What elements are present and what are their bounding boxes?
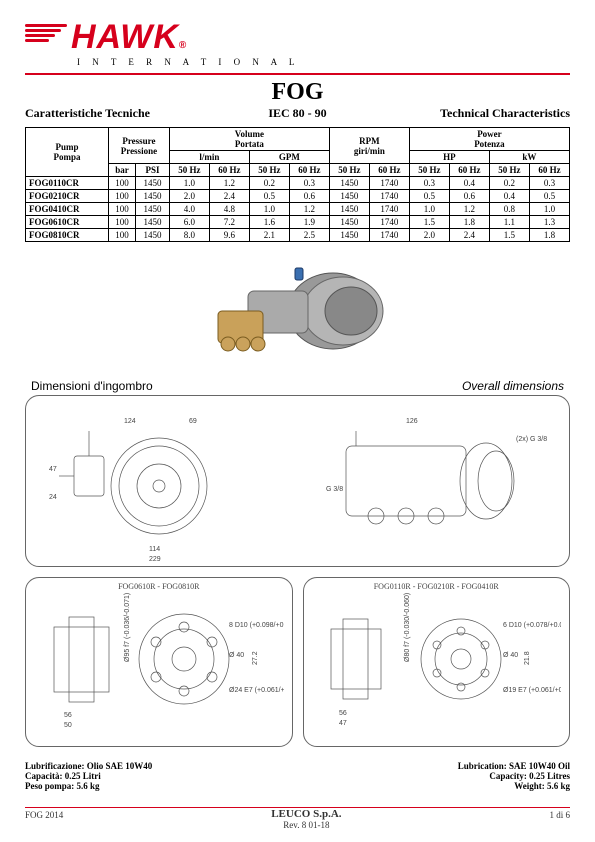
svg-text:G 3/8: G 3/8 xyxy=(326,486,343,493)
table-row: FOG0410CR10014504.04.81.01.2145017401.01… xyxy=(26,203,570,216)
th-pump: Pump Pompa xyxy=(26,128,109,177)
svg-text:126: 126 xyxy=(406,418,418,425)
title-sub: IEC 80 - 90 xyxy=(205,106,390,121)
bottom-notes: Lubrificazione: Olio SAE 10W40 Capacità:… xyxy=(25,761,570,791)
svg-text:27.2: 27.2 xyxy=(252,651,259,665)
divider xyxy=(25,73,570,75)
th-power: Power Potenza xyxy=(409,128,569,151)
svg-text:8 D10 (+0.098/+0.040): 8 D10 (+0.098/+0.040) xyxy=(229,622,284,629)
svg-text:(2x) G 3/8: (2x) G 3/8 xyxy=(516,436,547,443)
title-left: Caratteristiche Tecniche xyxy=(25,106,205,121)
title-right: Technical Characteristics xyxy=(390,106,570,121)
drawing-label-right: FOG0110R - FOG0210R - FOG0410R xyxy=(374,582,499,591)
svg-text:6 D10 (+0.078/+0.030): 6 D10 (+0.078/+0.030) xyxy=(503,622,561,629)
svg-text:50: 50 xyxy=(64,722,72,729)
svg-text:56: 56 xyxy=(64,712,72,719)
svg-text:69: 69 xyxy=(189,418,197,425)
th-volume: Volume Portata xyxy=(169,128,329,151)
table-row: FOG0810CR10014508.09.62.12.5145017402.02… xyxy=(26,229,570,242)
svg-text:24: 24 xyxy=(49,494,57,501)
spec-table: Pump Pompa Pressure Pressione Volume Por… xyxy=(25,127,570,242)
svg-text:Ø 40: Ø 40 xyxy=(503,652,518,659)
note-weight-it: Peso pompa: 5.6 kg xyxy=(25,781,152,791)
table-row: FOG0610CR10014506.07.21.61.9145017401.51… xyxy=(26,216,570,229)
footer-left: FOG 2014 xyxy=(25,810,63,830)
logo: HAWK® I N T E R N A T I O N A L xyxy=(25,18,570,67)
note-cap-en: Capacity: 0.25 Litres xyxy=(458,771,570,781)
brand-reg: ® xyxy=(179,40,186,51)
title-main: FOG xyxy=(205,79,390,106)
svg-text:47: 47 xyxy=(339,720,347,727)
footer-company: LEUCO S.p.A. xyxy=(63,808,549,820)
logo-stripes xyxy=(25,24,67,42)
drawing-bottom-right: FOG0110R - FOG0210R - FOG0410R 6 D10 (+0… xyxy=(303,577,571,747)
svg-text:Ø24 E7 (+0.061/+0.040): Ø24 E7 (+0.061/+0.040) xyxy=(229,687,284,694)
dim-heading-it: Dimensioni d'ingombro xyxy=(31,379,153,393)
brand-name: HAWK xyxy=(71,18,179,56)
th-rpm: RPM giri/min xyxy=(329,128,409,164)
th-pressure: Pressure Pressione xyxy=(108,128,169,164)
brand-tagline: I N T E R N A T I O N A L xyxy=(77,57,570,67)
note-lub-en: Lubrication: SAE 10W40 Oil xyxy=(458,761,570,771)
svg-text:Ø 40: Ø 40 xyxy=(229,652,244,659)
svg-text:Ø95 f7 (-0.036/-0.071): Ø95 f7 (-0.036/-0.071) xyxy=(124,593,131,662)
footer: FOG 2014 LEUCO S.p.A. Rev. 8 01-18 1 di … xyxy=(25,807,570,830)
svg-text:Ø19 E7 (+0.061/+0.040): Ø19 E7 (+0.061/+0.040) xyxy=(503,687,561,694)
footer-rev: Rev. 8 01-18 xyxy=(63,820,549,830)
drawing-top: 124 69 47 24 114 229 126 G 3/8 (2x) G 3/… xyxy=(25,395,570,567)
title-center: FOG IEC 80 - 90 xyxy=(205,79,390,121)
pump-render xyxy=(25,256,570,369)
svg-text:124: 124 xyxy=(124,418,136,425)
svg-text:Ø80 f7 (-0.030/-0.060): Ø80 f7 (-0.030/-0.060) xyxy=(404,593,411,662)
drawing-bottom-left: FOG0610R - FOG0810R 8 D10 (+0.098/+0.040… xyxy=(25,577,293,747)
footer-page: 1 di 6 xyxy=(549,810,570,830)
svg-text:114: 114 xyxy=(149,546,160,553)
note-lub-it: Lubrificazione: Olio SAE 10W40 xyxy=(25,761,152,771)
svg-text:47: 47 xyxy=(49,466,57,473)
dim-heading-en: Overall dimensions xyxy=(462,379,564,393)
table-row: FOG0110CR10014501.01.20.20.3145017400.30… xyxy=(26,177,570,190)
table-row: FOG0210CR10014502.02.40.50.6145017400.50… xyxy=(26,190,570,203)
svg-text:229: 229 xyxy=(149,556,161,561)
svg-text:56: 56 xyxy=(339,710,347,717)
svg-text:21.8: 21.8 xyxy=(524,651,531,665)
note-cap-it: Capacità: 0.25 Litri xyxy=(25,771,152,781)
note-weight-en: Weight: 5.6 kg xyxy=(458,781,570,791)
drawing-label-left: FOG0610R - FOG0810R xyxy=(118,582,199,591)
